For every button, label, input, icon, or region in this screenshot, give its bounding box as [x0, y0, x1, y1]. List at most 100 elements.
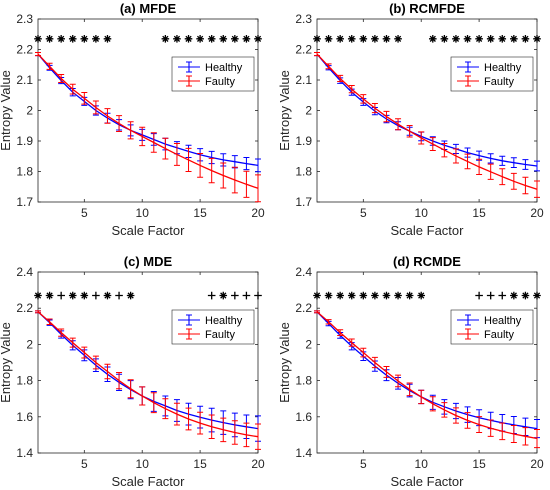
legend-label-faulty: Faulty: [484, 76, 514, 88]
significance-plus-marker: [475, 291, 483, 300]
error-bar-faulty: [46, 62, 53, 70]
error-bar-faulty: [476, 158, 483, 176]
error-bar-faulty: [150, 392, 157, 414]
x-tick-label: 15: [472, 206, 486, 220]
error-bar-faulty: [243, 422, 250, 448]
error-bar-faulty: [383, 110, 390, 123]
x-tick-label: 10: [415, 206, 429, 220]
legend-label-faulty: Faulty: [205, 329, 235, 341]
significance-star-marker: [371, 291, 379, 300]
significance-star-marker: [231, 35, 239, 43]
error-bar-faulty: [104, 108, 111, 124]
subplot-title: (a) MFDE: [120, 1, 177, 16]
legend-label-healthy: Healthy: [484, 62, 522, 74]
significance-star-marker: [452, 35, 460, 43]
legend-swatch-faulty: [457, 328, 479, 340]
error-bar-faulty: [464, 412, 471, 429]
y-axis-label: Entropy Value: [277, 322, 292, 403]
series-line-faulty: [37, 53, 259, 189]
error-bar-faulty: [510, 424, 517, 444]
y-tick-label: 2.1: [16, 73, 33, 87]
error-bar-faulty: [406, 382, 413, 397]
significance-star-marker: [405, 291, 414, 300]
error-bar-faulty: [69, 83, 76, 95]
significance-star-marker: [324, 35, 333, 43]
x-tick-label: 20: [530, 206, 544, 220]
error-bar-faulty: [348, 84, 355, 94]
significance-star-marker: [510, 35, 518, 43]
y-tick-label: 2.2: [295, 301, 312, 315]
error-bar-faulty: [35, 52, 41, 57]
error-bar-faulty: [197, 153, 204, 178]
y-tick-label: 1.9: [295, 134, 312, 148]
significance-star-marker: [34, 35, 42, 43]
error-bar-faulty: [441, 142, 448, 158]
error-bar-faulty: [208, 157, 215, 184]
significance-star-marker: [521, 35, 530, 43]
error-bar-faulty: [337, 329, 344, 337]
error-bar-faulty: [127, 121, 134, 140]
error-bar-faulty: [173, 142, 180, 166]
x-tick-label: 20: [251, 206, 265, 220]
subplot-title: (c) MDE: [124, 254, 173, 269]
error-bar-faulty: [534, 428, 540, 449]
significance-star-marker: [219, 291, 228, 300]
significance-plus-marker: [92, 291, 100, 300]
significance-star-marker: [173, 35, 181, 43]
error-bar-faulty: [348, 338, 355, 347]
error-bar-faulty: [139, 386, 146, 406]
y-tick-label: 2.4: [16, 265, 33, 279]
significance-star-marker: [498, 35, 507, 43]
y-tick-label: 1.8: [16, 374, 33, 388]
error-bar-faulty: [452, 148, 459, 164]
significance-star-marker: [347, 291, 356, 300]
error-bar-faulty: [92, 100, 99, 115]
significance-star-marker: [371, 35, 379, 43]
error-bar-faulty: [150, 132, 157, 153]
significance-star-marker: [336, 291, 344, 300]
error-bar-faulty: [173, 402, 180, 426]
x-tick-label: 20: [251, 457, 265, 471]
y-tick-label: 2.3: [16, 12, 33, 26]
subplot-title: (b) RCMFDE: [389, 1, 465, 16]
significance-star-marker: [313, 291, 321, 300]
error-bar-healthy: [243, 156, 250, 171]
significance-star-marker: [219, 35, 228, 43]
significance-star-marker: [394, 291, 402, 300]
y-tick-label: 2: [26, 337, 33, 351]
significance-star-marker: [313, 35, 321, 43]
error-bar-faulty: [487, 163, 494, 180]
plot-area: [37, 271, 259, 454]
error-bar-faulty: [35, 310, 41, 314]
error-bar-faulty: [487, 419, 494, 437]
y-axis-label: Entropy Value: [277, 70, 292, 151]
significance-star-marker: [207, 35, 216, 43]
significance-star-marker: [184, 35, 193, 43]
error-bar-faulty: [255, 174, 261, 203]
y-tick-label: 2: [305, 337, 312, 351]
error-bar-faulty: [92, 355, 99, 370]
error-bar-faulty: [162, 398, 169, 420]
subplot: 5 10 15 20 1.4 1.6 1.8 2 2.2 2.4 (d) RCMDE Scale Fa…: [277, 254, 544, 489]
error-bar-faulty: [231, 166, 238, 194]
y-tick-label: 1.4: [295, 446, 312, 460]
significance-plus-marker: [486, 291, 495, 300]
series-line-faulty: [37, 311, 259, 438]
significance-star-marker: [440, 35, 449, 43]
error-bar-faulty: [116, 115, 123, 133]
error-bar-faulty: [429, 137, 436, 151]
significance-star-marker: [34, 291, 42, 300]
error-bar-faulty: [58, 74, 65, 83]
error-bar-faulty: [429, 396, 436, 412]
error-bar-faulty: [534, 180, 540, 198]
plot-area: [37, 18, 259, 203]
legend-swatch-faulty: [178, 75, 200, 87]
error-bar-faulty: [185, 407, 192, 431]
error-bar-faulty: [208, 414, 215, 440]
error-bar-faulty: [499, 422, 506, 441]
error-bar-faulty: [452, 407, 459, 424]
error-bar-faulty: [220, 162, 227, 189]
plot-area: [316, 271, 538, 454]
significance-plus-marker: [57, 291, 65, 300]
